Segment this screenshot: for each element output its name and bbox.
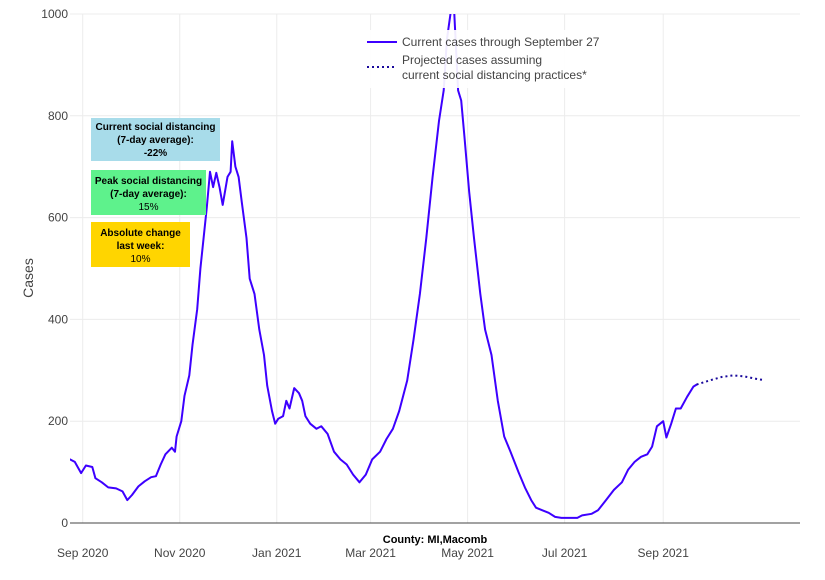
info-box-change: Absolute change last week: 10% [91, 222, 190, 267]
info-box-peak-line2: (7-day average): [110, 189, 187, 200]
info-box-change-line2: last week: [117, 241, 165, 252]
y-tick-label: 0 [61, 516, 68, 530]
y-axis-title: Cases [20, 258, 36, 298]
y-tick-label: 1000 [41, 7, 68, 21]
series-group [70, 0, 764, 519]
info-box-current-value: -22% [144, 148, 167, 159]
projected-cases-line[interactable] [696, 374, 764, 386]
grid [70, 13, 800, 523]
info-box-peak-line1: Peak social distancing [95, 176, 202, 187]
x-tick-label: Mar 2021 [345, 546, 396, 560]
y-ticks: 0 200 400 600 800 1000 [41, 7, 68, 530]
x-tick-label: Sep 2021 [638, 546, 690, 560]
y-tick-label: 200 [48, 414, 68, 428]
legend-projected-label-2: current social distancing practices* [402, 68, 587, 82]
x-ticks: Sep 2020 Nov 2020 Jan 2021 Mar 2021 May 2021… [57, 546, 689, 560]
legend-current-label: Current cases through September 27 [402, 35, 600, 49]
y-tick-label: 400 [48, 312, 68, 326]
info-box-peak-bg [91, 170, 206, 215]
info-box-current: Current social distancing (7-day average… [91, 118, 220, 161]
x-tick-label: May 2021 [441, 546, 494, 560]
info-box-change-line1: Absolute change [100, 228, 181, 239]
x-tick-label: Jan 2021 [252, 546, 302, 560]
info-box-change-value: 10% [130, 254, 150, 265]
legend-projected-label-1: Projected cases assuming [402, 53, 542, 67]
x-tick-label: Sep 2020 [57, 546, 109, 560]
legend-background [360, 30, 615, 88]
current-cases-line[interactable] [70, 0, 698, 519]
y-tick-label: 600 [48, 211, 68, 225]
info-box-current-line1: Current social distancing [95, 122, 215, 133]
info-box-current-bg [91, 118, 220, 161]
info-box-current-line2: (7-day average): [117, 135, 194, 146]
info-box-peak: Peak social distancing (7-day average): … [91, 170, 206, 215]
x-axis-title: County: MI,Macomb [383, 534, 488, 546]
y-tick-label: 800 [48, 109, 68, 123]
info-box-peak-value: 15% [138, 202, 158, 213]
x-tick-label: Nov 2020 [154, 546, 206, 560]
legend[interactable]: Current cases through September 27 Proje… [360, 30, 615, 88]
info-box-change-bg [91, 222, 190, 267]
x-tick-label: Jul 2021 [542, 546, 588, 560]
